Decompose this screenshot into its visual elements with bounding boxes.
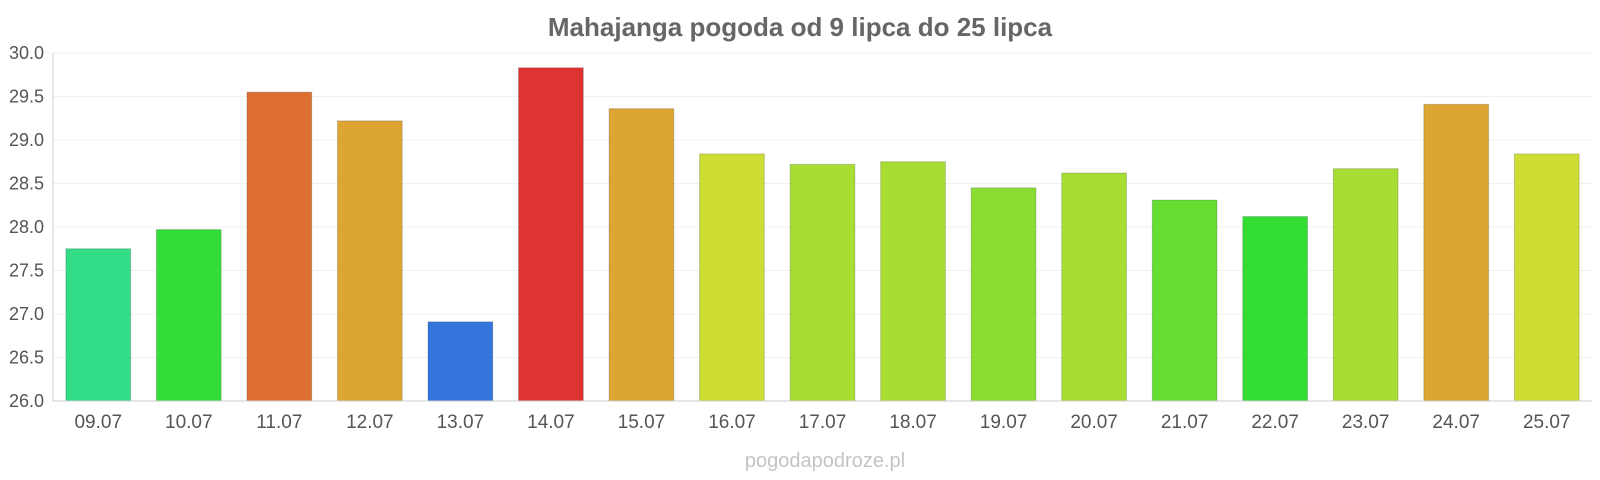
x-tick-label: 14.07 [527,412,575,433]
bar-25.07 [1513,153,1580,402]
y-tick-label: 26.0 [9,391,44,411]
x-axis-ticks: 09.07 10.07 11.07 12.07 13.07 14.07 15.07 16.07… [74,412,1570,433]
bar-14.07 [518,67,584,402]
x-tick-label: 13.07 [437,412,485,433]
x-tick-label: 10.07 [165,412,213,433]
bar-09.07 [65,248,132,402]
bar-22.07 [1242,216,1309,402]
x-tick-label: 16.07 [708,412,756,433]
y-tick-label: 28.0 [9,217,44,237]
x-tick-label: 18.07 [889,412,937,433]
bar-19.07 [970,187,1037,402]
bar-23.07 [1332,168,1399,402]
x-tick-label: 09.07 [74,412,122,433]
bar-20.07 [1061,172,1127,402]
x-tick-label: 23.07 [1342,412,1390,433]
y-tick-label: 27.0 [9,304,44,324]
x-tick-label: 24.07 [1432,412,1480,433]
bar-24.07 [1423,103,1490,402]
bar-13.07 [427,321,494,402]
y-axis-ticks: 26.0 26.5 27.0 27.5 28.0 28.5 29.0 29.5 30.0 [9,43,44,411]
x-tick-label: 12.07 [346,412,394,433]
y-tick-label: 30.0 [9,43,44,63]
x-tick-label: 22.07 [1251,412,1299,433]
x-tick-label: 21.07 [1161,412,1209,433]
y-tick-label: 29.0 [9,130,44,150]
bar-16.07 [699,153,765,402]
y-tick-label: 27.5 [9,261,44,281]
x-tick-label: 20.07 [1070,412,1118,433]
bar-12.07 [336,120,403,402]
y-tick-label: 29.5 [9,87,44,107]
bar-17.07 [789,163,856,402]
bar-11.07 [246,91,313,402]
bar-15.07 [608,108,675,402]
x-tick-label: 19.07 [980,412,1028,433]
bars [65,67,1580,402]
chart-title: Mahajanga pogoda od 9 lipca do 25 lipca [548,12,1053,42]
x-tick-label: 17.07 [799,412,847,433]
x-tick-label: 25.07 [1523,412,1571,433]
y-tick-label: 26.5 [9,348,44,368]
bar-10.07 [155,229,222,402]
x-tick-label: 11.07 [256,412,302,433]
watermark: pogodapodroze.pl [745,450,905,472]
x-tick-label: 15.07 [618,412,666,433]
bar-18.07 [880,161,946,402]
y-tick-label: 28.5 [9,174,44,194]
bar-21.07 [1151,199,1218,402]
